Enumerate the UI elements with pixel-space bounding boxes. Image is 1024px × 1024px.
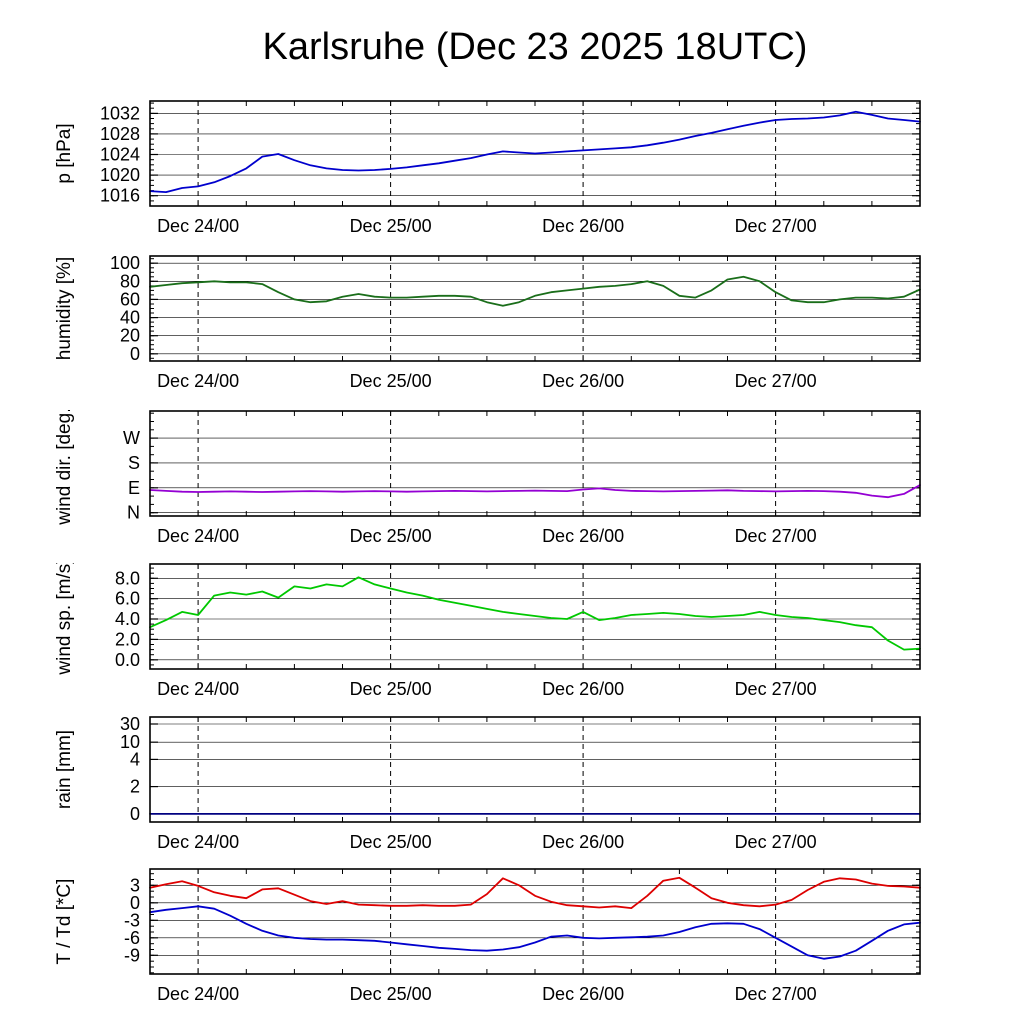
y-tick-label: 0 [130,804,140,824]
y-tick-label: 4 [130,749,140,769]
plot-border [149,716,921,823]
y-tick-label: S [128,453,140,473]
x-tick-label: Dec 27/00 [735,371,817,391]
panel-temperature: T / Td [*C] -9 -6 -3 0 3 Dec 24/00 Dec 25/00 De… [0,868,1024,1008]
x-tick-label: Dec 25/00 [350,832,432,852]
temperature-plot: T / Td [*C] -9-6-303 Dec 24/00 Dec 25/00 De… [54,868,921,1004]
x-tick-label: Dec 27/00 [735,526,817,546]
y-tick-label: 1032 [100,103,140,123]
y-tick-label: 0 [130,344,140,364]
panel-humidity: humidity [%] 0 20 40 60 80 100 Dec 24/00 Dec 25… [0,255,1024,395]
x-tick-label: Dec 26/00 [542,371,624,391]
panel-wind-speed: wind sp. [m/s] 0.0 2.0 4.0 6.0 8.0 Dec 24/00 D… [0,563,1024,703]
y-tick-label: 1028 [100,124,140,144]
y-tick-label: E [128,478,140,498]
series-wind-speed [149,576,921,651]
y-tick-label: 1020 [100,165,140,185]
panel-wind-direction: wind dir. [deg.] N E S W Dec 24/00 Dec 25/00 D… [0,410,1024,550]
series-temperature [149,876,921,909]
x-tick-label: Dec 26/00 [542,216,624,236]
y-tick-label: 6.0 [115,589,140,609]
y-tick-label: 100 [110,255,140,273]
x-tick-label: Dec 24/00 [157,216,239,236]
y-tick-label: N [127,503,140,523]
chart-title: Karlsruhe (Dec 23 2025 18UTC) [262,26,808,68]
x-tick-label: Dec 27/00 [735,216,817,236]
x-tick-label: Dec 25/00 [350,526,432,546]
panel-pressure: p [hPa] 1016 1020 1024 1028 1032 Dec 24/00 Dec… [0,100,1024,240]
series-dewpoint [149,905,921,960]
pressure-y-axis-label: p [hPa] [54,123,75,183]
y-tick-label: 40 [120,308,140,328]
series-wind-direction [149,484,921,499]
x-tick-label: Dec 26/00 [542,832,624,852]
x-tick-label: Dec 26/00 [542,984,624,1004]
series-humidity [149,275,921,307]
wind-speed-y-axis-label: wind sp. [m/s] [54,563,75,676]
y-tick-label: -3 [124,910,140,930]
y-tick-label: 4.0 [115,609,140,629]
y-tick-label: 1016 [100,186,140,206]
plot-border [149,100,921,207]
y-tick-label: 2.0 [115,629,140,649]
y-tick-label: W [123,428,140,448]
x-tick-label: Dec 24/00 [157,526,239,546]
y-tick-label: 3 [130,875,140,895]
x-tick-label: Dec 26/00 [542,526,624,546]
x-tick-label: Dec 24/00 [157,832,239,852]
y-tick-label: 20 [120,326,140,346]
rain-y-axis-label: rain [mm] [54,730,75,809]
panel-rain: rain [mm] 0 2 4 10 30 Dec 24/00 Dec 25/00 Dec 2… [0,716,1024,856]
temperature-y-axis-label: T / Td [*C] [54,879,75,965]
y-tick-label: 60 [120,289,140,309]
x-tick-label: Dec 24/00 [157,984,239,1004]
y-tick-label: -6 [124,928,140,948]
x-tick-label: Dec 25/00 [350,371,432,391]
humidity-y-axis-label: humidity [%] [54,257,75,360]
y-tick-label: 0 [130,893,140,913]
y-tick-label: 8.0 [115,568,140,588]
y-tick-label: 80 [120,271,140,291]
plot-border [149,255,921,362]
wind-speed-plot: wind sp. [m/s] 0.02.04.06.08.0 Dec 24/00 D… [54,563,921,699]
x-tick-label: Dec 26/00 [542,679,624,699]
x-tick-label: Dec 24/00 [157,679,239,699]
x-tick-label: Dec 27/00 [735,832,817,852]
y-tick-label: 1024 [100,145,140,165]
y-tick-label: 10 [120,732,140,752]
x-tick-label: Dec 27/00 [735,984,817,1004]
y-tick-label: 0.0 [115,650,140,670]
y-tick-label: 2 [130,777,140,797]
x-tick-label: Dec 25/00 [350,216,432,236]
x-tick-label: Dec 27/00 [735,679,817,699]
y-tick-label: 30 [120,716,140,734]
x-tick-label: Dec 24/00 [157,371,239,391]
wind-direction-y-axis-label: wind dir. [deg.] [54,410,75,526]
plot-border [149,563,921,670]
series-pressure [149,110,921,193]
x-tick-label: Dec 25/00 [350,984,432,1004]
plot-border [149,410,921,517]
plot-border [149,868,921,975]
x-tick-label: Dec 25/00 [350,679,432,699]
y-tick-label: -9 [124,945,140,965]
